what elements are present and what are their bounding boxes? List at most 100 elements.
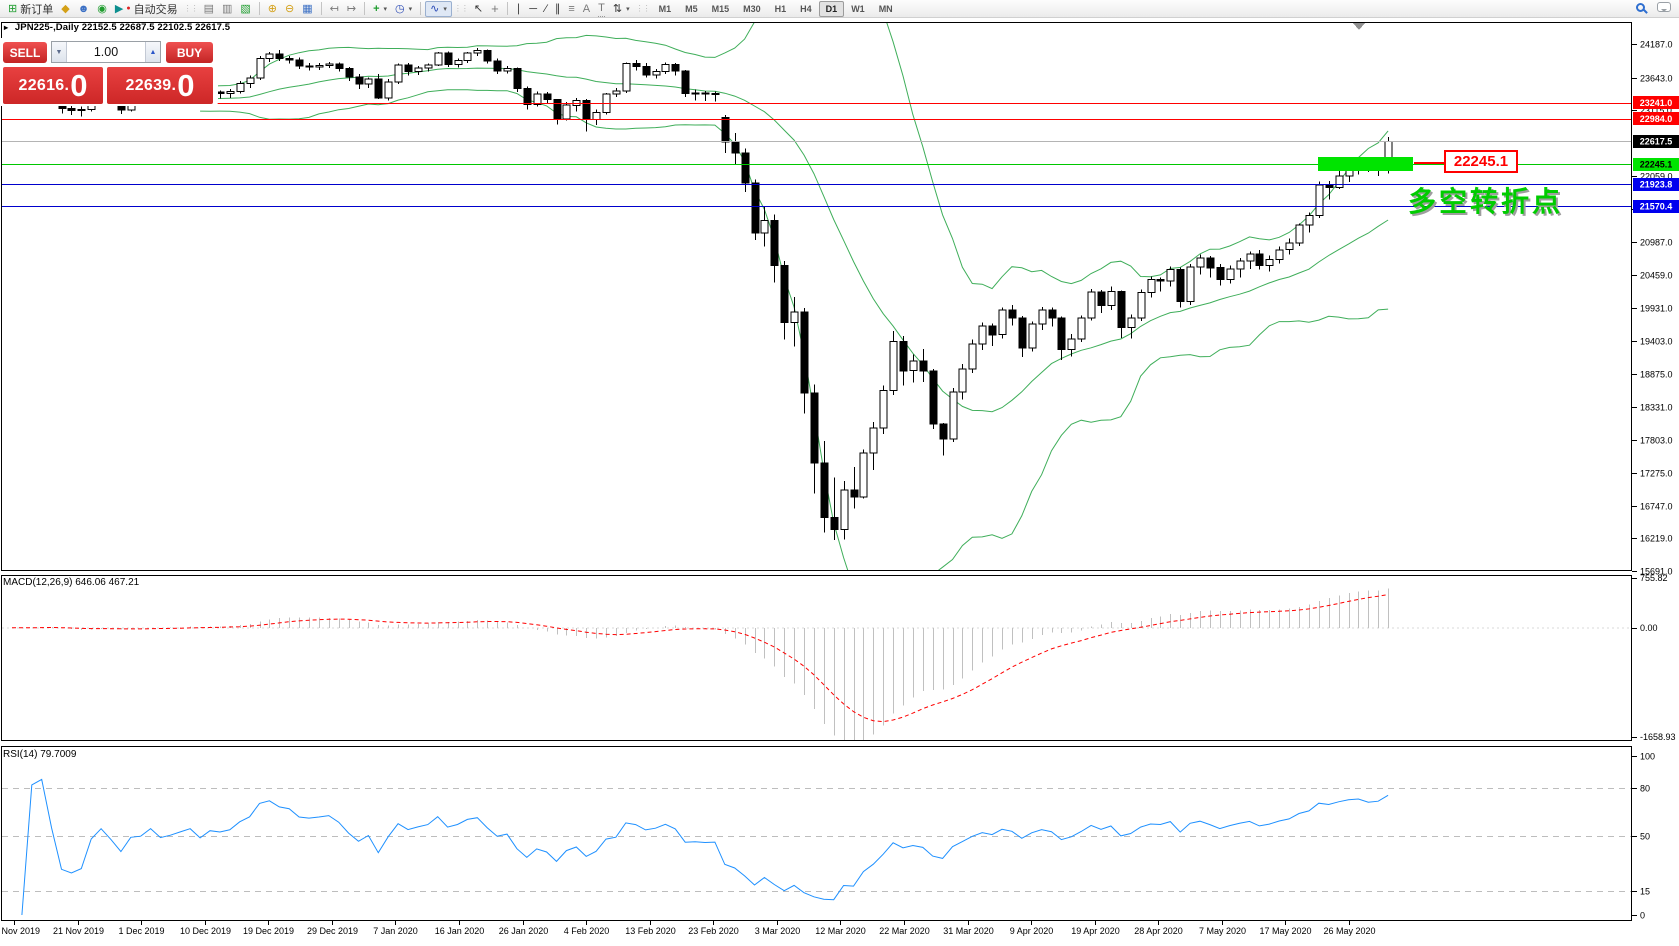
tile-windows-icon: ▦ (302, 2, 313, 15)
buy-price-big-digit: 0 (177, 68, 195, 103)
vertical-line-tool-button[interactable]: ∣ (512, 1, 526, 17)
crosshair-icon: + (491, 0, 499, 16)
svg-text:15691.0: 15691.0 (1640, 567, 1673, 577)
timeframe-m5-button[interactable]: M5 (685, 3, 698, 14)
svg-text:21 Nov 2019: 21 Nov 2019 (53, 926, 104, 936)
toolbar-grip: ⋮⋮ (453, 4, 469, 13)
indicator-window-1-icon: ▤ (203, 2, 214, 15)
svg-text:19403.0: 19403.0 (1640, 337, 1673, 347)
symbol-search-icon[interactable] (1636, 2, 1645, 12)
crosshair-tool-button[interactable]: + (487, 1, 503, 17)
volume-stepper[interactable]: ▼ 1.00 ▲ (51, 41, 161, 63)
svg-text:21923.8: 21923.8 (1640, 180, 1673, 190)
chart-symbol-period: JPN225-,Daily (14, 22, 80, 33)
indicator-window-2-icon: ▥ (221, 2, 233, 15)
arrows-icon: ⇅ (612, 2, 623, 15)
timeframe-w1-button[interactable]: W1 (851, 3, 865, 14)
svg-text:12 Mar 2020: 12 Mar 2020 (815, 926, 866, 936)
chart-window-title: ▸ JPN225-,Daily 22152.5 22687.5 22102.5 … (4, 22, 230, 33)
indicator-window-3-icon: ▧ (240, 2, 251, 15)
svg-text:17275.0: 17275.0 (1640, 469, 1673, 479)
sell-button[interactable]: SELL (3, 42, 47, 63)
chart-type-button[interactable]: ∿ ▾ (425, 0, 452, 17)
svg-text:23241.0: 23241.0 (1640, 98, 1673, 108)
highlight-rectangle[interactable] (1318, 157, 1413, 171)
cursor-icon: ↖ (473, 2, 484, 15)
horizontal-line-tool-button[interactable]: ─ (525, 1, 541, 17)
turning-point-text-annotation[interactable]: 多空转折点 (1408, 185, 1564, 218)
auto-trading-icon: ▶ (114, 2, 124, 15)
timeframe-m15-button[interactable]: M15 (711, 3, 730, 14)
callout-connector-line (1414, 162, 1444, 164)
zoom-in-button[interactable]: ⊕ (264, 1, 281, 17)
horizontal-line-icon: ─ (529, 2, 537, 15)
chevron-down-icon: ▾ (383, 5, 388, 13)
svg-text:22 Mar 2020: 22 Mar 2020 (879, 926, 930, 936)
auto-trading-button[interactable]: ▶ ● 自动交易 (111, 1, 182, 17)
zoom-out-button[interactable]: ⊖ (281, 1, 298, 17)
timeframe-h4-button[interactable]: H4 (800, 3, 812, 14)
svg-text:18331.0: 18331.0 (1640, 403, 1673, 413)
period-button[interactable]: ◷ ▾ (391, 1, 416, 17)
volume-increase-button[interactable]: ▲ (145, 42, 160, 62)
toolbar-grip: ⋮⋮ (635, 4, 651, 13)
chevron-down-icon: ▾ (626, 5, 630, 13)
channel-icon: ∥ (554, 2, 561, 15)
step-back-button[interactable]: ↤ (326, 1, 343, 17)
turning-point-price-label[interactable]: 22245.1 (1444, 150, 1518, 173)
profile-button[interactable]: ☻ (74, 1, 94, 17)
arrows-tool-button[interactable]: ⇅ ▾ (609, 1, 634, 17)
one-click-toggle-icon[interactable]: ▸ (4, 23, 9, 32)
channel-tool-button[interactable]: ∥ (551, 1, 565, 17)
svg-text:20459.0: 20459.0 (1640, 271, 1673, 281)
buy-price-button[interactable]: 22639. 0 (107, 67, 213, 104)
svg-text:80: 80 (1640, 784, 1650, 794)
step-forward-button[interactable]: ↦ (343, 1, 360, 17)
svg-text:15: 15 (1640, 887, 1650, 897)
svg-text:0.00: 0.00 (1640, 623, 1658, 633)
svg-text:28 Apr 2020: 28 Apr 2020 (1134, 926, 1183, 936)
svg-text:24187.0: 24187.0 (1640, 40, 1673, 50)
add-indicator-button[interactable]: + ▾ (369, 1, 391, 17)
indicator-window-1-button[interactable]: ▤ (200, 1, 218, 17)
timeframe-d1-button[interactable]: D1 (818, 0, 845, 17)
trendline-tool-button[interactable]: ∕ (541, 1, 551, 17)
volume-decrease-button[interactable]: ▼ (52, 42, 67, 62)
timeframe-m1-button[interactable]: M1 (658, 3, 672, 14)
chart-ohlc-values: 22152.5 22687.5 22102.5 22617.5 (81, 22, 231, 33)
sell-price-button[interactable]: 22616. 0 (3, 67, 103, 104)
svg-text:26 Jan 2020: 26 Jan 2020 (499, 926, 549, 936)
indicator-window-3-button[interactable]: ▧ (236, 1, 254, 17)
cursor-tool-button[interactable]: ↖ (470, 1, 487, 17)
timeframe-h1-button[interactable]: H1 (774, 3, 787, 14)
timeframe-m30-button[interactable]: M30 (743, 3, 761, 14)
new-order-button[interactable]: ⊞ 新订单 (4, 1, 57, 17)
svg-text:22617.5: 22617.5 (1640, 137, 1673, 147)
favorites-icon: ◆ (61, 2, 70, 15)
main-toolbar: ⊞ 新订单 ◆ ☻ ◉ ▶ ● 自动交易 ⋮⋮ ▤ ▥ ▧ ⊕ ⊖ ▦ ↤ ↦ … (0, 0, 1679, 18)
label-tool-button[interactable]: T (594, 1, 609, 17)
timeframe-mn-button[interactable]: MN (878, 3, 893, 14)
buy-button[interactable]: BUY (166, 42, 213, 63)
volume-value[interactable]: 1.00 (93, 45, 119, 59)
indicator-window-2-button[interactable]: ▥ (218, 1, 236, 17)
favorites-button[interactable]: ◆ (57, 1, 73, 17)
sell-price-big-digit: 0 (70, 68, 88, 103)
step-back-icon: ↤ (329, 2, 339, 15)
tile-windows-button[interactable]: ▦ (298, 1, 316, 17)
signal-button[interactable]: ◉ (93, 1, 111, 17)
text-tool-button[interactable]: A (579, 1, 594, 17)
chat-icon[interactable] (1657, 2, 1671, 12)
fibonacci-tool-button[interactable]: ≡ (564, 1, 578, 17)
svg-text:0: 0 (1640, 911, 1645, 921)
trendline-icon: ∕ (545, 2, 547, 15)
svg-text:20987.0: 20987.0 (1640, 238, 1673, 248)
svg-text:26 May 2020: 26 May 2020 (1323, 926, 1375, 936)
svg-text:31 Mar 2020: 31 Mar 2020 (943, 926, 994, 936)
toolbar-separator (420, 2, 422, 15)
svg-text:29 Dec 2019: 29 Dec 2019 (307, 926, 358, 936)
svg-text:13 Feb 2020: 13 Feb 2020 (625, 926, 676, 936)
one-click-trading-panel: SELL ▼ 1.00 ▲ BUY 22616. 0 22639. 0 (0, 38, 218, 106)
